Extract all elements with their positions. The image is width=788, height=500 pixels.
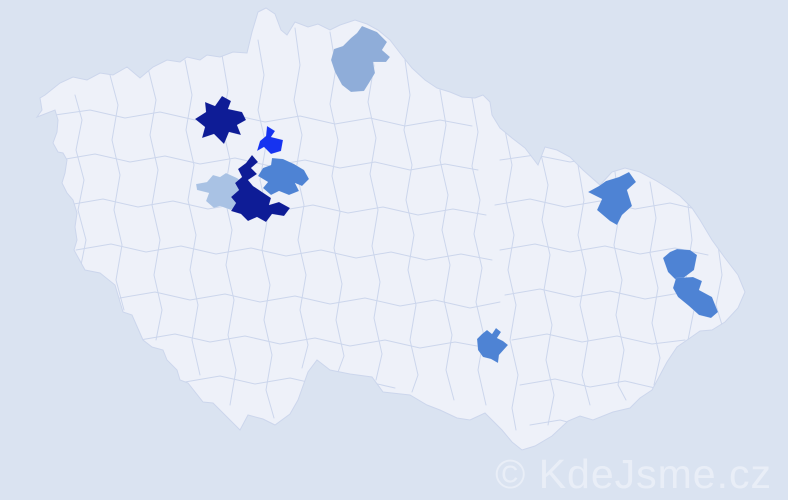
watermark: © KdeJsme.cz bbox=[495, 451, 772, 497]
highlighted-district-central-band[interactable] bbox=[230, 154, 291, 223]
highlighted-district-northeast-moravia[interactable] bbox=[587, 171, 637, 226]
highlighted-district-central-west-star[interactable] bbox=[194, 95, 247, 145]
highlighted-districts bbox=[194, 25, 719, 364]
highlighted-district-central-east[interactable] bbox=[257, 157, 310, 196]
highlighted-district-southeast-city[interactable] bbox=[476, 327, 509, 364]
highlighted-district-east-silesia-lower[interactable] bbox=[672, 276, 719, 319]
highlighted-district-north-bohemia[interactable] bbox=[330, 25, 391, 93]
highlighted-district-central-city[interactable] bbox=[256, 125, 284, 155]
